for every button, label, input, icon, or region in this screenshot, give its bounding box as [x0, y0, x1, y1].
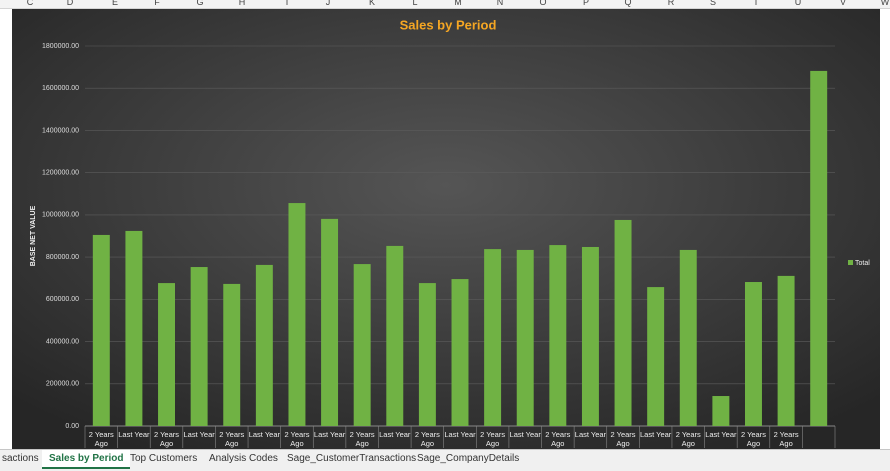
column-header: U [794, 0, 802, 7]
column-header-bar: C D E F G H I J K L M N O P Q R S T U V W [0, 0, 890, 9]
column-header: S [709, 0, 716, 7]
bar [418, 283, 436, 426]
bar [614, 219, 632, 426]
x-tick-label: Last Year [574, 430, 607, 439]
x-tick-label: Last Year [183, 430, 215, 439]
column-header: D [66, 0, 74, 7]
sheet-tab[interactable]: Sales by Period [42, 450, 131, 469]
column-header: J [325, 0, 331, 7]
y-tick-label: 1400000.00 [42, 127, 79, 134]
bar [190, 267, 208, 426]
bar [745, 282, 762, 426]
column-header: V [839, 0, 846, 7]
column-header: O [539, 0, 547, 7]
column-header: T [753, 0, 759, 7]
x-tick-label: 2 Years Ago [610, 430, 636, 448]
x-tick-label: 2 Years Ago [154, 430, 180, 448]
x-tick-label: Last Year [705, 430, 737, 439]
bar [484, 249, 502, 426]
bar [516, 249, 534, 426]
x-tick-label: 2 Years Ago [773, 430, 799, 448]
bar [255, 264, 273, 426]
bar [321, 218, 339, 426]
column-header: N [496, 0, 504, 7]
bar [679, 249, 697, 426]
sheet-tab[interactable]: Sage_CompanyDetails [417, 453, 520, 464]
x-tick-label: 2 Years Ago [480, 430, 506, 448]
x-tick-label: Last Year [118, 430, 150, 439]
column-header: H [238, 0, 246, 7]
column-header: E [111, 0, 118, 7]
x-tick-label: Last Year [444, 430, 476, 439]
bar [92, 234, 110, 426]
bar [581, 246, 599, 426]
x-tick-label: Last Year [248, 430, 280, 439]
column-header: L [412, 0, 418, 7]
column-header: K [368, 0, 375, 7]
x-tick-label: Last Year [379, 430, 411, 439]
sheet-tab[interactable]: sactions [2, 453, 39, 464]
x-tick-label: 2 Years Ago [414, 430, 440, 448]
x-tick-label: 2 Years Ago [545, 430, 571, 448]
chart-area [12, 9, 880, 449]
sheet-tab[interactable]: Top Customers [130, 453, 198, 464]
bar [810, 70, 828, 427]
bar [353, 264, 371, 426]
chart: Sales by Period BASE NET VALUE 0.00 20000… [12, 9, 880, 449]
sheet-tab[interactable]: Sage_CustomerTransactions [287, 453, 417, 464]
bar [158, 283, 175, 426]
bar [647, 287, 665, 426]
column-header: C [26, 0, 34, 7]
sheet-tabs: sactions Sales by Period Top Customers Anal… [0, 449, 890, 471]
bar [777, 275, 795, 426]
y-tick-label: 600000.00 [46, 296, 79, 303]
sheet-tab[interactable]: Analysis Codes [209, 453, 278, 464]
column-header: W [880, 0, 890, 7]
column-header: Q [624, 0, 632, 7]
y-axis-label: BASE NET VALUE [30, 205, 37, 266]
y-tick-label: 1600000.00 [42, 85, 79, 92]
column-header: P [582, 0, 589, 7]
bar [125, 230, 143, 426]
x-tick-label: 2 Years Ago [740, 430, 766, 448]
column-header: G [196, 0, 204, 7]
column-header: F [154, 0, 160, 7]
x-tick-label: 2 Years Ago [284, 430, 310, 448]
y-tick-label: 1200000.00 [42, 170, 79, 177]
column-header: M [454, 0, 462, 7]
y-tick-label: 200000.00 [46, 381, 79, 388]
x-tick-label: 2 Years Ago [88, 430, 114, 448]
y-tick-label: 400000.00 [46, 338, 79, 345]
y-tick-label: 0.00 [65, 423, 79, 430]
bar [712, 396, 730, 426]
column-header: R [667, 0, 675, 7]
bar [288, 203, 306, 426]
bar [549, 245, 567, 426]
bar [386, 245, 404, 426]
x-tick-label: Last Year [640, 430, 672, 439]
bar [451, 279, 469, 426]
x-tick-label: 2 Years Ago [675, 430, 701, 448]
x-tick-label: Last Year [313, 430, 346, 439]
x-tick-label: 2 Years Ago [219, 430, 245, 448]
bar [223, 283, 241, 426]
chart-title: Sales by Period [400, 17, 497, 32]
y-tick-label: 1000000.00 [42, 212, 79, 219]
y-tick-label: 1800000.00 [42, 43, 79, 50]
legend-swatch [848, 260, 853, 265]
y-tick-label: 800000.00 [46, 254, 79, 261]
legend-label: Total [855, 260, 870, 267]
x-tick-label: Last Year [509, 430, 541, 439]
column-header: I [285, 0, 289, 7]
x-tick-label: 2 Years Ago [349, 430, 375, 448]
